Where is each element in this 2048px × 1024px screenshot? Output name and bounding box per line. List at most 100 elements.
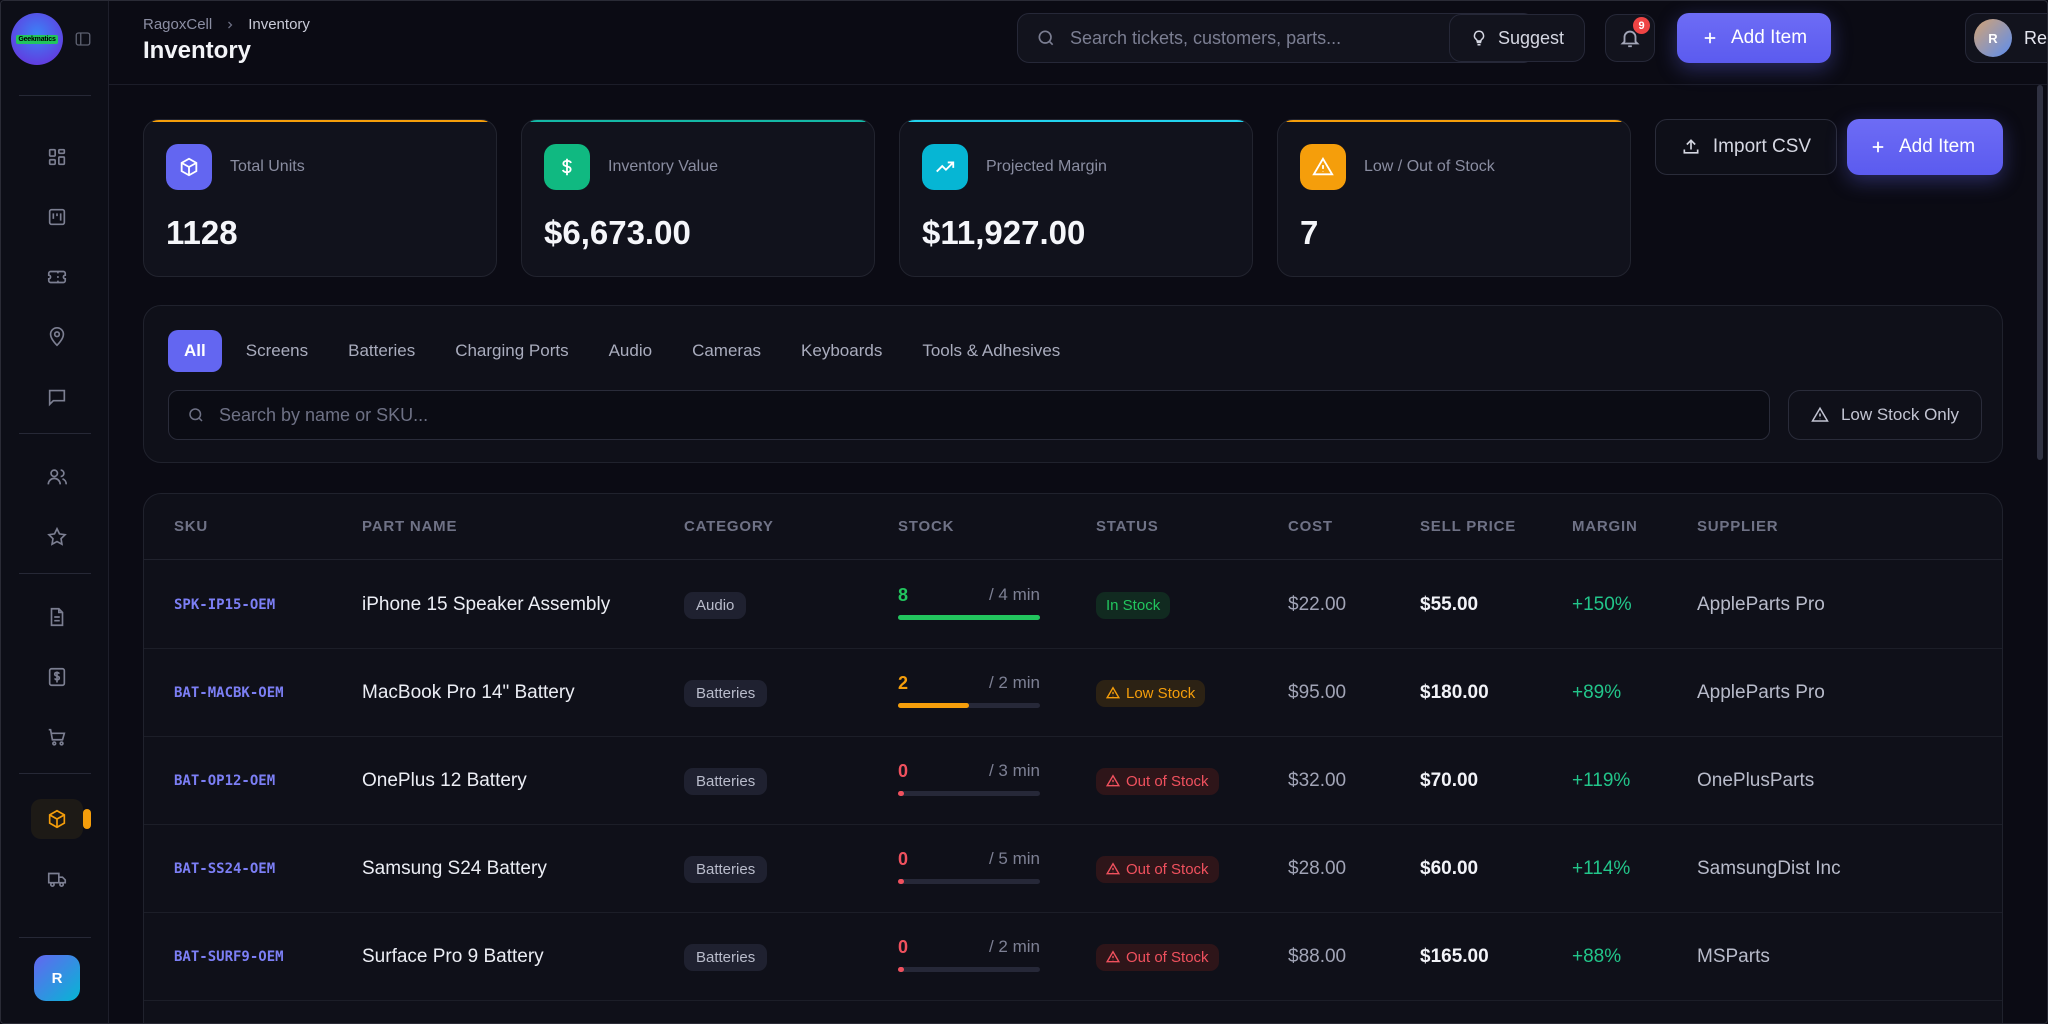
app-logo[interactable]: Geekmatics <box>11 13 63 65</box>
sidebar-toggle-icon[interactable] <box>74 30 92 48</box>
sidebar-item-messages[interactable] <box>37 377 77 417</box>
tab-screens[interactable]: Screens <box>245 341 309 360</box>
import-csv-label: Import CSV <box>1712 136 1812 157</box>
sidebar-item-reviews[interactable] <box>37 517 77 557</box>
breadcrumb-root[interactable]: RagoxCell <box>143 16 213 33</box>
supplier-cell[interactable]: AppleParts Pro <box>1697 682 1825 703</box>
part-name-cell[interactable]: Surface Pro 9 Battery <box>362 946 544 967</box>
column-header-stock[interactable]: STOCK <box>898 518 955 535</box>
stock-level-bar <box>898 703 1040 708</box>
vertical-scrollbar[interactable] <box>2037 85 2045 1023</box>
tab-batteries[interactable]: Batteries <box>348 341 416 360</box>
stock-level-fill <box>898 703 969 708</box>
part-name-cell[interactable]: Samsung S24 Battery <box>362 858 547 879</box>
dollar-receipt-icon <box>48 667 66 687</box>
column-header-sku[interactable]: SKU <box>174 518 209 535</box>
sidebar-user-avatar[interactable]: R <box>34 955 80 1001</box>
margin-cell: +150% <box>1572 594 1632 615</box>
page-title: Inventory <box>143 37 252 64</box>
lightbulb-icon <box>1473 30 1485 46</box>
supplier-cell[interactable]: AppleParts Pro <box>1697 594 1825 615</box>
part-name-cell[interactable]: OnePlus 12 Battery <box>362 770 527 791</box>
table-row[interactable]: SPK-IP15-OEM iPhone 15 Speaker Assembly Au… <box>144 561 2002 649</box>
part-name-cell[interactable]: iPhone 15 Speaker Assembly <box>362 594 611 615</box>
category-cell: Batteries <box>684 913 768 1001</box>
sidebar-item-shipping[interactable] <box>37 859 77 899</box>
stock-cell: 2 / 2 min <box>898 673 1040 713</box>
column-header-part-name[interactable]: PART NAME <box>362 518 458 535</box>
grid-icon <box>48 148 66 166</box>
sidebar-item-dashboard[interactable] <box>37 137 77 177</box>
sku-cell[interactable]: BAT-SURF9-OEM <box>174 949 284 965</box>
supplier-cell[interactable]: OnePlusParts <box>1697 770 1815 791</box>
table-row[interactable]: BAT-SURF9-OEM Surface Pro 9 Battery Batter… <box>144 913 2002 1001</box>
active-indicator <box>83 809 91 829</box>
sidebar-item-purchases[interactable] <box>37 717 77 757</box>
stock-level-fill <box>898 615 1040 620</box>
card-accent-line <box>152 120 488 122</box>
sku-cell[interactable]: BAT-SS24-OEM <box>174 861 276 877</box>
sidebar-item-customers[interactable] <box>37 457 77 497</box>
header-add-item-button[interactable]: Add Item <box>1677 13 1832 63</box>
tab-audio[interactable]: Audio <box>608 341 653 360</box>
notifications-button[interactable]: 9 <box>1605 14 1655 62</box>
table-row[interactable]: BAT-SS24-OEM Samsung S24 Battery Batteries… <box>144 825 2002 913</box>
sidebar-item-locations[interactable] <box>37 317 77 357</box>
stat-value: $11,927.00 <box>922 214 1086 251</box>
part-name-cell[interactable]: MacBook Pro 14" Battery <box>362 682 575 703</box>
tab-tools-adhesives[interactable]: Tools & Adhesives <box>922 341 1061 360</box>
table-row[interactable]: BAT-MACBK-OEM MacBook Pro 14" Battery Batt… <box>144 649 2002 737</box>
column-header-category[interactable]: CATEGORY <box>684 518 774 535</box>
warning-icon <box>1106 686 1120 700</box>
sidebar-item-documents[interactable] <box>37 597 77 637</box>
table-row[interactable]: BAT-OP12-OEM OnePlus 12 Battery Batteries 0… <box>144 737 2002 825</box>
sidebar-item-board[interactable] <box>37 197 77 237</box>
status-text: Low Stock <box>1126 684 1196 702</box>
column-header-status[interactable]: STATUS <box>1096 518 1159 535</box>
stat-card-inventory-value: Inventory Value $6,673.00 <box>521 119 875 277</box>
scrollbar-thumb[interactable] <box>2037 85 2043 460</box>
stat-value: 7 <box>1300 214 1319 251</box>
search-icon <box>189 408 203 422</box>
low-stock-only-toggle[interactable]: Low Stock Only <box>1788 390 1982 440</box>
cost-cell: $28.00 <box>1288 858 1347 879</box>
chat-icon <box>48 389 66 407</box>
sidebar-item-tickets[interactable] <box>37 257 77 297</box>
stock-count: 2 <box>898 673 909 693</box>
tab-charging-ports[interactable]: Charging Ports <box>455 341 569 360</box>
inventory-search-input[interactable]: Search by name or SKU... <box>168 390 1770 440</box>
column-header-margin[interactable]: MARGIN <box>1572 518 1638 535</box>
column-header-supplier[interactable]: SUPPLIER <box>1697 518 1779 535</box>
stock-level-bar <box>898 615 1040 620</box>
user-menu-button[interactable]: R Reception <box>1965 13 2047 63</box>
suggest-button[interactable]: Suggest <box>1449 14 1586 62</box>
margin-cell: +88% <box>1572 946 1622 967</box>
sku-cell[interactable]: SPK-IP15-OEM <box>174 597 276 613</box>
category-badge: Batteries <box>684 767 768 795</box>
tab-keyboards[interactable]: Keyboards <box>801 341 883 360</box>
category-cell: Batteries <box>684 737 768 825</box>
plus-icon <box>1704 32 1716 44</box>
tab-cameras[interactable]: Cameras <box>692 341 762 360</box>
card-accent-line <box>530 120 866 122</box>
status-cell: Out of Stock <box>1096 825 1219 913</box>
supplier-cell[interactable]: SamsungDist Inc <box>1697 858 1841 879</box>
status-cell: Out of Stock <box>1096 913 1219 1001</box>
column-header-cost[interactable]: COST <box>1288 518 1333 535</box>
supplier-cell[interactable]: MSParts <box>1697 946 1770 967</box>
cart-icon <box>48 728 66 746</box>
tab-all[interactable]: All <box>168 330 222 372</box>
global-search-placeholder: Search tickets, customers, parts... <box>1070 27 1342 48</box>
avatar: R <box>1974 19 2012 57</box>
stock-level-bar <box>898 791 1040 796</box>
status-badge: Low Stock <box>1096 679 1206 707</box>
sidebar-item-invoices[interactable] <box>37 657 77 697</box>
sku-cell[interactable]: BAT-OP12-OEM <box>174 773 276 789</box>
column-header-sell-price[interactable]: SELL PRICE <box>1420 518 1517 535</box>
import-csv-button[interactable]: Import CSV <box>1655 119 1837 175</box>
sku-cell[interactable]: BAT-MACBK-OEM <box>174 685 284 701</box>
add-item-button[interactable]: Add Item <box>1847 119 2003 175</box>
sidebar-item-inventory[interactable] <box>31 799 83 839</box>
stat-card-total-units: Total Units 1128 <box>143 119 497 277</box>
category-cell: Batteries <box>684 825 768 913</box>
